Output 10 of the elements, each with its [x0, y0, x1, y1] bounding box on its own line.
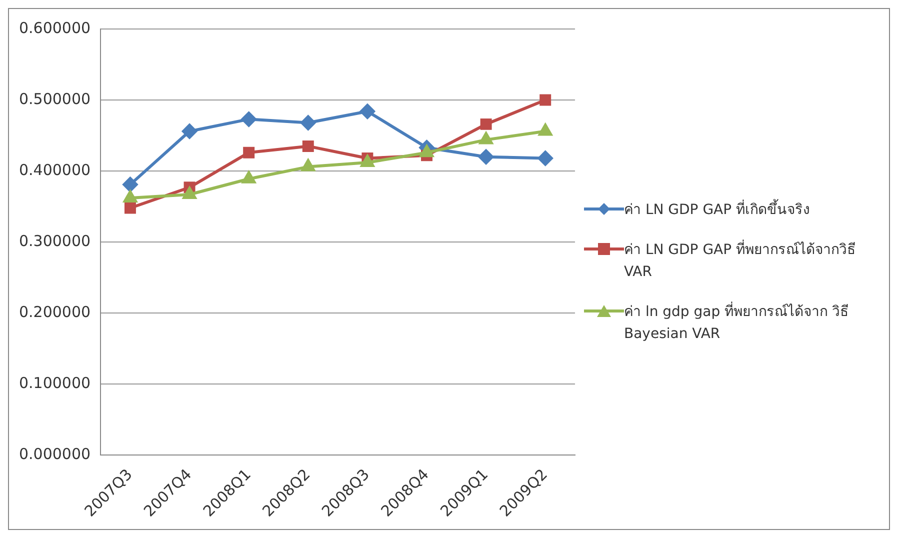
y-tick-label: 0.400000	[18, 160, 91, 179]
y-tick-label: 0.600000	[18, 18, 91, 37]
y-tick-label: 0.500000	[18, 90, 91, 108]
legend-label: ค่า LN GDP GAP ที่เกิดขึ้นจริง	[624, 199, 812, 220]
legend-label: ค่า ln gdp gap ที่พยากรณ์ได้จาก วิธี Bayesian VAR	[624, 301, 850, 344]
y-tick-label: 0.200000	[18, 303, 91, 322]
y-tick-label: 0.000000	[18, 445, 91, 464]
y-tick-label: 0.100000	[18, 374, 91, 392]
y-tick-label: 0.300000	[18, 232, 91, 250]
legend-label: ค่า LN GDP GAP ที่พยากรณ์ได้จากวิธี VAR	[624, 239, 858, 282]
